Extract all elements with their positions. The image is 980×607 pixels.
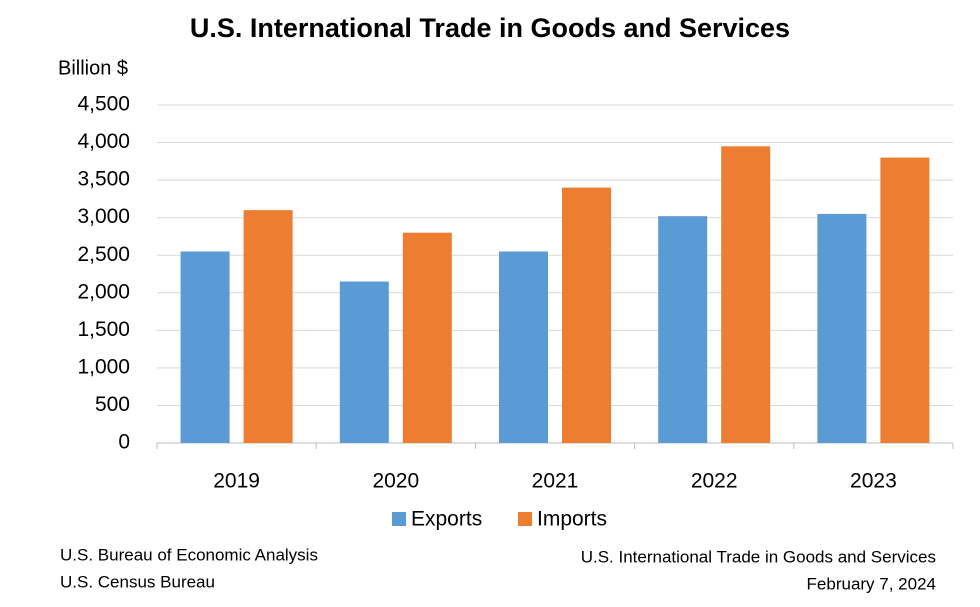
- y-tick-label: 3,500: [77, 168, 130, 191]
- x-tick-label: 2019: [213, 470, 260, 493]
- bar: [339, 281, 389, 443]
- bar: [499, 251, 548, 443]
- y-tick-label: 1,500: [77, 318, 130, 341]
- bar: [402, 232, 452, 443]
- y-tick-label: 4,000: [77, 130, 130, 153]
- bar: [562, 187, 611, 443]
- legend-swatch: [392, 512, 406, 526]
- legend-label: Exports: [411, 508, 482, 531]
- legend-swatch: [518, 512, 532, 526]
- y-tick-label: 500: [95, 393, 130, 416]
- y-tick-label: 0: [118, 431, 130, 454]
- note: February 7, 2024: [807, 574, 936, 593]
- y-axis-label: Billion $: [58, 57, 128, 79]
- y-tick-label: 4,500: [77, 93, 130, 116]
- bar: [180, 251, 230, 443]
- bar: [817, 213, 867, 443]
- y-tick-label: 3,000: [77, 205, 130, 228]
- x-tick-label: 2021: [532, 470, 579, 493]
- chart-title: U.S. International Trade in Goods and Se…: [190, 13, 790, 43]
- x-tick-label: 2023: [850, 470, 897, 493]
- bar: [658, 216, 708, 443]
- legend-label: Imports: [537, 508, 607, 531]
- bar: [880, 157, 930, 444]
- x-tick-label: 2020: [372, 470, 419, 493]
- y-tick-label: 2,500: [77, 243, 130, 266]
- x-tick-label: 2022: [691, 470, 738, 493]
- y-tick-label: 1,000: [77, 355, 130, 378]
- y-tick-label: 2,000: [77, 280, 130, 303]
- source: U.S. Bureau of Economic Analysis: [60, 545, 318, 564]
- bar: [721, 146, 771, 444]
- source: U.S. Census Bureau: [60, 572, 215, 591]
- note: U.S. International Trade in Goods and Se…: [581, 547, 936, 566]
- bar: [243, 210, 293, 443]
